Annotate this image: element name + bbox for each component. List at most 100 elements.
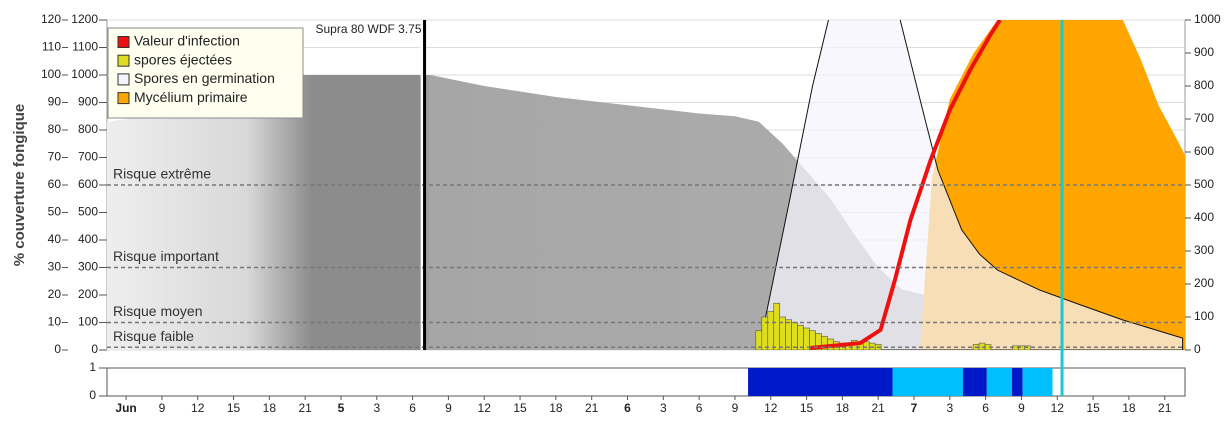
risk-label: Risque extrême <box>113 166 211 182</box>
x-tick-label: 21 <box>872 401 886 415</box>
y2-tick-label: 100 <box>1194 309 1214 323</box>
y3-tick-label: 700 <box>78 150 98 164</box>
x-tick-label: Jun <box>115 401 136 415</box>
x-tick-label: 3 <box>373 401 380 415</box>
strip-segment <box>1022 368 1053 396</box>
line <box>809 20 1002 350</box>
y2-tick-label: 200 <box>1194 276 1214 290</box>
y-tick-label: 110 <box>42 40 61 54</box>
x-tick-label: 21 <box>1158 401 1172 415</box>
strip-segment <box>748 368 893 396</box>
x-tick-label: 5 <box>338 401 345 415</box>
y3-tick-label: 100 <box>78 315 98 329</box>
legend-box <box>107 27 304 119</box>
y2-tick-label: 300 <box>1194 243 1214 257</box>
x-tick-label: 15 <box>800 401 814 415</box>
bar <box>773 302 781 350</box>
x-tick-label: 15 <box>227 401 241 415</box>
x-tick-label: 18 <box>549 401 563 415</box>
treatment-label: Supra 80 WDF 3.75 <box>315 22 421 36</box>
x-tick-label: 21 <box>585 401 599 415</box>
legend-swatch <box>117 92 130 105</box>
bar <box>785 319 792 350</box>
y-tick-label: 40 <box>48 232 62 246</box>
bar <box>862 341 870 350</box>
y3-tick-label: 900 <box>78 95 98 109</box>
y3-tick-label: 300 <box>78 260 98 274</box>
legend-label: spores éjectées <box>134 51 232 67</box>
legend-swatch <box>117 36 130 48</box>
x-tick-label: 15 <box>513 401 527 415</box>
x-tick-label: 3 <box>660 401 667 415</box>
legend-label: Spores en germination <box>134 70 275 86</box>
strip-segment <box>962 368 987 396</box>
y3-tick-label: 200 <box>78 287 98 301</box>
area <box>107 75 1185 350</box>
x-tick-label: 6 <box>624 401 631 415</box>
y-tick-label: 30 <box>48 260 62 274</box>
strip-tick-label: 1 <box>89 360 96 374</box>
x-tick-label: 12 <box>191 401 205 415</box>
risk-label: Risque moyen <box>113 303 203 319</box>
legend-label: Mycélium primaire <box>134 89 248 105</box>
x-tick-label: 12 <box>1051 401 1065 415</box>
legend-label: Valeur d'infection <box>134 33 240 49</box>
x-tick-label: 6 <box>982 401 989 415</box>
y-tick-label: 90 <box>48 95 62 109</box>
strip-segment <box>1011 368 1023 396</box>
y2-tick-label: 900 <box>1194 45 1214 59</box>
y-tick-label: 10 <box>48 315 62 329</box>
y2-tick-label: 800 <box>1194 78 1214 92</box>
x-tick-label: 18 <box>263 401 277 415</box>
y2-tick-label: 1000 <box>1194 12 1221 26</box>
strip-segment <box>892 368 963 396</box>
bar <box>767 311 775 350</box>
strip-segment <box>986 368 1012 396</box>
y-axis-title: % couverture fongique <box>11 104 28 267</box>
x-tick-label: 18 <box>1122 401 1136 415</box>
x-tick-label: 9 <box>732 401 739 415</box>
y2-tick-label: 700 <box>1194 111 1214 125</box>
x-tick-label: 12 <box>764 401 778 415</box>
x-tick-label: 9 <box>159 401 166 415</box>
y3-tick-label: 800 <box>78 122 98 136</box>
legend: Valeur d'infection spores éjectées Spores … <box>107 27 304 119</box>
y2-tick-label: 600 <box>1194 144 1214 158</box>
y3-tick-label: 0 <box>91 342 98 356</box>
x-tick-label: 7 <box>911 401 918 415</box>
y2-tick-label: 500 <box>1194 177 1214 191</box>
y2-tick-label: 0 <box>1194 342 1201 356</box>
y-tick-label: 80 <box>48 122 62 136</box>
x-tick-label: 21 <box>298 401 312 415</box>
legend-swatch <box>117 54 130 67</box>
x-tick-label: 9 <box>445 401 452 415</box>
y3-tick-label: 1000 <box>71 67 98 81</box>
x-tick-label: 6 <box>696 401 703 415</box>
x-tick-label: 9 <box>1018 401 1025 415</box>
y-tick-label: 50 <box>48 205 62 219</box>
y3-tick-label: 400 <box>78 232 98 246</box>
strip-tick-label: 0 <box>89 388 96 402</box>
risk-label: Risque important <box>113 248 219 264</box>
y3-tick-label: 1200 <box>71 12 98 26</box>
y3-tick-label: 500 <box>78 205 98 219</box>
y3-tick-label: 600 <box>78 177 98 191</box>
y2-tick-label: 400 <box>1194 210 1214 224</box>
x-tick-label: 18 <box>836 401 850 415</box>
y-tick-label: 120 <box>41 12 61 26</box>
bar <box>797 324 804 350</box>
y-tick-label: 100 <box>41 67 61 81</box>
legend-swatch <box>117 73 130 86</box>
x-tick-label: 6 <box>409 401 416 415</box>
y-tick-label: 70 <box>48 150 62 164</box>
y-tick-label: 60 <box>48 177 62 191</box>
y3-tick-label: 1100 <box>72 40 98 54</box>
x-tick-label: 12 <box>478 401 492 415</box>
x-tick-label: 15 <box>1086 401 1100 415</box>
x-tick-label: 3 <box>946 401 953 415</box>
y-tick-label: 0 <box>54 342 61 356</box>
y-tick-label: 20 <box>48 287 62 301</box>
risk-label: Risque faible <box>113 328 194 344</box>
bar <box>791 322 798 350</box>
